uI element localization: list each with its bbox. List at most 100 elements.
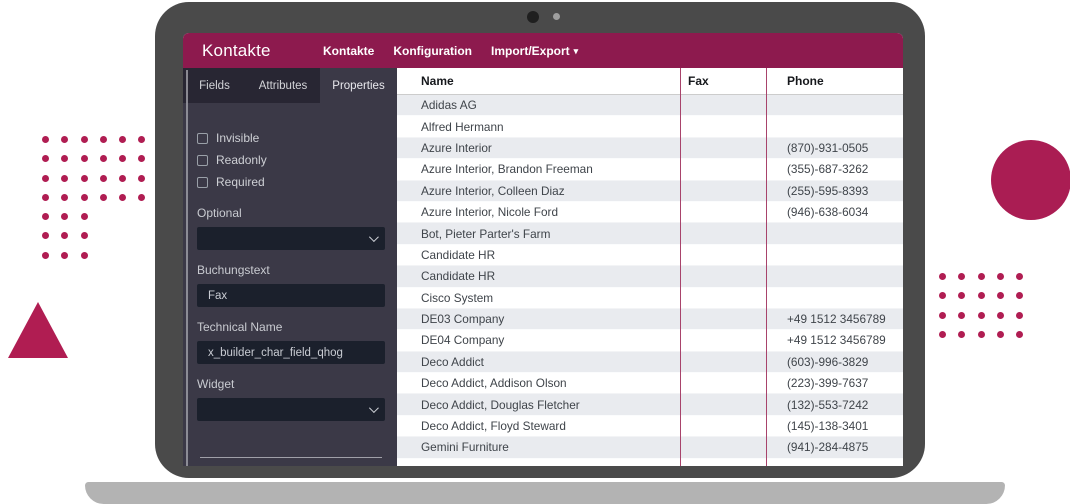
table-row[interactable]: Candidate HR bbox=[397, 266, 903, 288]
cell-fax bbox=[680, 116, 766, 136]
dot-decoration bbox=[80, 232, 88, 240]
dot-decoration bbox=[138, 155, 146, 163]
dot-decoration bbox=[939, 311, 946, 319]
dot-decoration bbox=[42, 155, 49, 163]
table-body: Adidas AG Alfred Hermann Azure Interior (87… bbox=[397, 95, 903, 459]
tab-fields[interactable]: Fields bbox=[199, 79, 230, 92]
triangle-decoration bbox=[8, 302, 68, 358]
table-row[interactable]: DE04 Company +49 1512 3456789 bbox=[397, 330, 903, 352]
cell-name: Candidate HR bbox=[421, 247, 496, 262]
table-row[interactable]: Gemini Furniture (941)-284-4875 bbox=[397, 437, 903, 459]
dot-decoration bbox=[939, 330, 946, 338]
checkbox[interactable] bbox=[197, 176, 208, 188]
menu-item-kontakte[interactable]: Kontakte bbox=[323, 43, 375, 58]
cell-phone: (223)-399-7637 bbox=[787, 376, 869, 391]
cell-fax bbox=[680, 245, 766, 265]
app-title: Kontakte bbox=[202, 40, 271, 60]
dot-grid-decoration bbox=[939, 273, 1024, 338]
widget-label: Widget bbox=[197, 377, 235, 391]
dot-decoration bbox=[42, 251, 49, 259]
dot-decoration bbox=[138, 174, 146, 182]
dot-decoration bbox=[996, 292, 1004, 300]
dot-decoration bbox=[99, 136, 107, 143]
table-row[interactable]: Azure Interior (870)-931-0505 bbox=[397, 137, 903, 160]
cell-name: Bot, Pieter Parter's Farm bbox=[421, 226, 551, 241]
sidebar-divider bbox=[200, 457, 382, 458]
cell-name: Alfred Hermann bbox=[421, 119, 504, 134]
cell-name: Azure Interior, Colleen Diaz bbox=[421, 183, 565, 198]
dot-decoration bbox=[80, 251, 88, 259]
circle-decoration bbox=[991, 140, 1070, 220]
cell-phone: (132)-553-7242 bbox=[787, 397, 869, 412]
cell-fax bbox=[680, 202, 766, 222]
menu-item-import-export[interactable]: Import/Export ▾ bbox=[491, 43, 579, 58]
tab-properties[interactable]: Properties bbox=[320, 68, 397, 103]
dot-decoration bbox=[119, 193, 127, 201]
caret-down-icon: ▾ bbox=[573, 45, 579, 56]
webcam-light-icon bbox=[553, 13, 560, 20]
dot-decoration bbox=[1016, 330, 1024, 338]
table-row[interactable]: Alfred Hermann bbox=[397, 116, 903, 138]
column-header-fax[interactable]: Fax bbox=[688, 74, 709, 88]
dot-decoration bbox=[80, 213, 88, 220]
cell-name: DE04 Company bbox=[421, 333, 505, 348]
technical-name-input[interactable] bbox=[197, 341, 385, 364]
main-menu: Kontakte Konfiguration Import/Export ▾ bbox=[323, 44, 578, 58]
widget-select[interactable] bbox=[197, 398, 385, 421]
table-row[interactable]: DE03 Company +49 1512 3456789 bbox=[397, 308, 903, 331]
sidebar-scrollbar[interactable] bbox=[186, 70, 188, 466]
dot-decoration bbox=[61, 136, 69, 143]
laptop-base bbox=[85, 482, 1005, 504]
checkbox-row-readonly[interactable]: Readonly bbox=[197, 149, 385, 171]
checkbox[interactable] bbox=[197, 132, 208, 144]
table-row[interactable]: Deco Addict, Douglas Fletcher (132)-553-7… bbox=[397, 394, 903, 416]
checkbox-row-required[interactable]: Required bbox=[197, 171, 385, 193]
buchungstext-input[interactable] bbox=[197, 284, 385, 307]
table-row[interactable]: Deco Addict, Addison Olson (223)-399-7637 bbox=[397, 373, 903, 395]
cell-name: Candidate HR bbox=[421, 269, 496, 284]
dot-decoration bbox=[42, 232, 49, 240]
table-row[interactable]: Deco Addict (603)-996-3829 bbox=[397, 351, 903, 374]
checkbox-group: Invisible Readonly Required bbox=[197, 127, 385, 193]
cell-name: Cisco System bbox=[421, 290, 494, 305]
optional-label: Optional bbox=[197, 206, 242, 220]
menu-item-konfiguration[interactable]: Konfiguration bbox=[393, 43, 472, 58]
checkbox[interactable] bbox=[197, 154, 208, 166]
column-header-phone[interactable]: Phone bbox=[787, 74, 824, 88]
cell-name: Azure Interior, Nicole Ford bbox=[421, 205, 559, 220]
table-row[interactable]: Azure Interior, Nicole Ford (946)-638-603… bbox=[397, 202, 903, 224]
dot-decoration bbox=[977, 273, 985, 280]
fax-column-highlight-right bbox=[766, 68, 767, 466]
tab-attributes[interactable]: Attributes bbox=[258, 79, 308, 92]
dot-decoration bbox=[119, 136, 127, 143]
table-row[interactable]: Adidas AG bbox=[397, 95, 903, 117]
checkbox-row-invisible[interactable]: Invisible bbox=[197, 127, 385, 149]
cell-phone: (870)-931-0505 bbox=[787, 140, 869, 155]
dot-decoration bbox=[996, 330, 1004, 338]
table-row[interactable]: Bot, Pieter Parter's Farm bbox=[397, 223, 903, 245]
dot-decoration bbox=[977, 330, 985, 338]
dot-decoration bbox=[138, 193, 146, 201]
cell-fax bbox=[680, 181, 766, 201]
cell-fax bbox=[680, 309, 766, 329]
dot-decoration bbox=[61, 232, 69, 240]
dot-decoration bbox=[977, 311, 985, 319]
cell-fax bbox=[680, 95, 766, 115]
dot-decoration bbox=[958, 292, 966, 300]
dot-decoration bbox=[80, 155, 88, 163]
dot-decoration bbox=[99, 174, 107, 182]
dot-decoration bbox=[119, 174, 127, 182]
optional-select[interactable] bbox=[197, 227, 385, 250]
table-row[interactable]: Candidate HR bbox=[397, 245, 903, 267]
cell-name: Azure Interior bbox=[421, 140, 492, 155]
column-header-name[interactable]: Name bbox=[421, 74, 454, 88]
dot-grid-decoration bbox=[42, 136, 146, 201]
table-row[interactable]: Azure Interior, Colleen Diaz (255)-595-83… bbox=[397, 180, 903, 202]
table-row[interactable]: Azure Interior, Brandon Freeman (355)-687… bbox=[397, 159, 903, 181]
table-row[interactable]: Deco Addict, Floyd Steward (145)-138-3401 bbox=[397, 416, 903, 438]
chevron-down-icon bbox=[368, 403, 379, 414]
table-row[interactable]: Cisco System bbox=[397, 288, 903, 309]
technical-name-label: Technical Name bbox=[197, 320, 283, 334]
dot-decoration bbox=[939, 273, 946, 280]
